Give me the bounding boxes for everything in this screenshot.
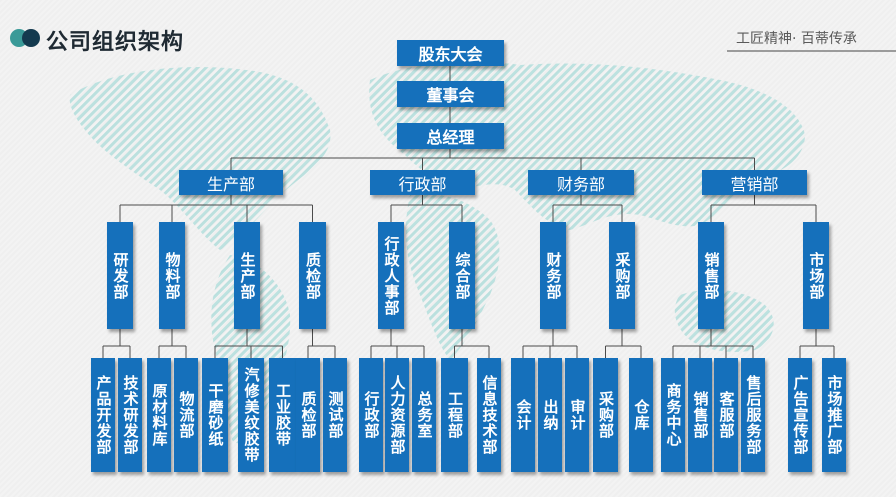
department-2-1: 采购部	[609, 222, 635, 329]
unit-3-1-1: 市场推广部	[822, 358, 846, 472]
unit-3-0-3-label: 售后服务部	[744, 375, 763, 455]
department-0-0: 研发部	[107, 222, 133, 329]
unit-0-3-1: 测试部	[323, 358, 347, 472]
department-3-1: 市场部	[803, 222, 829, 329]
unit-3-0-2: 客服部	[714, 358, 738, 472]
division-0: 生产部	[179, 170, 283, 195]
department-0-2: 生产部	[234, 222, 260, 329]
unit-1-0-0: 行政部	[359, 358, 383, 472]
unit-1-0-0-label: 行政部	[362, 391, 381, 439]
unit-0-0-1: 技术研发部	[118, 358, 142, 472]
unit-2-1-0: 采购部	[593, 358, 618, 472]
unit-0-0-0-label: 产品开发部	[94, 375, 113, 455]
slogan: 工匠精神· 百蒂传承	[736, 31, 857, 47]
unit-2-0-0: 会计	[511, 358, 535, 472]
department-3-0: 销售部	[698, 222, 724, 329]
unit-3-0-3: 售后服务部	[741, 358, 765, 472]
unit-0-3-0-label: 质检部	[299, 391, 318, 439]
department-3-0-label: 销售部	[702, 251, 721, 300]
department-1-0-label: 行政人事部	[382, 235, 401, 316]
unit-3-1-0: 广告宣传部	[788, 358, 812, 472]
division-3: 营销部	[702, 170, 807, 195]
unit-1-0-2: 总务室	[412, 358, 436, 472]
unit-0-2-0-label: 干磨砂纸	[206, 383, 225, 447]
department-2-1-label: 采购部	[613, 251, 632, 300]
department-3-1-label: 市场部	[807, 251, 826, 300]
unit-2-0-2-label: 审计	[568, 399, 587, 431]
unit-0-1-1: 物流部	[174, 358, 198, 472]
unit-2-1-1: 仓库	[629, 358, 653, 472]
page-title: 公司组织架构	[46, 30, 185, 55]
unit-0-1-0-label: 原材料库	[150, 383, 169, 447]
unit-3-1-0-label: 广告宣传部	[791, 375, 810, 455]
unit-2-0-2: 审计	[565, 358, 589, 472]
unit-1-1-0: 工程部	[441, 358, 468, 472]
unit-2-0-1-label: 出纳	[541, 399, 560, 431]
unit-1-0-2-label: 总务室	[415, 391, 434, 439]
unit-0-2-0: 干磨砂纸	[202, 358, 228, 472]
unit-2-1-0-label: 采购部	[597, 391, 615, 439]
unit-1-0-1-label: 人力资源部	[388, 375, 407, 455]
unit-3-0-0: 商务中心	[661, 358, 685, 472]
unit-0-1-1-label: 物流部	[177, 391, 196, 439]
unit-0-2-1-label: 汽修美纹胶带	[242, 367, 261, 463]
top-node-0: 股东大会	[397, 40, 504, 66]
department-0-3-label: 质检部	[304, 251, 322, 300]
unit-1-0-1: 人力资源部	[385, 358, 409, 472]
unit-1-1-1-label: 信息技术部	[480, 375, 499, 455]
slogan-underline	[727, 50, 896, 52]
unit-3-0-1-label: 销售部	[691, 391, 710, 439]
department-0-0-label: 研发部	[111, 251, 130, 300]
division-2: 财务部	[528, 170, 634, 195]
department-0-1-label: 物料部	[163, 251, 182, 300]
unit-0-3-1-label: 测试部	[326, 391, 345, 439]
unit-3-0-1: 销售部	[688, 358, 712, 472]
department-1-0: 行政人事部	[378, 222, 404, 329]
division-1: 行政部	[370, 170, 475, 195]
unit-2-0-1: 出纳	[538, 358, 562, 472]
department-0-2-label: 生产部	[238, 251, 257, 300]
department-2-0: 财务部	[540, 222, 566, 329]
unit-1-1-1: 信息技术部	[477, 358, 501, 472]
department-0-3: 质检部	[299, 222, 326, 329]
unit-2-1-1-label: 仓库	[632, 399, 651, 431]
unit-0-2-2: 工业胶带	[269, 358, 296, 472]
unit-3-0-2-label: 客服部	[717, 391, 736, 439]
unit-0-0-1-label: 技术研发部	[121, 375, 140, 455]
unit-1-1-0-label: 工程部	[446, 391, 464, 439]
unit-0-1-0: 原材料库	[147, 358, 171, 472]
unit-3-1-1-label: 市场推广部	[825, 375, 844, 455]
header-dot-dark	[22, 29, 40, 47]
department-0-1: 物料部	[159, 222, 185, 329]
unit-2-0-0-label: 会计	[514, 399, 533, 431]
unit-0-0-0: 产品开发部	[91, 358, 115, 472]
unit-0-2-1: 汽修美纹胶带	[238, 358, 264, 472]
unit-3-0-0-label: 商务中心	[664, 383, 683, 447]
department-1-1: 综合部	[449, 222, 475, 329]
unit-0-2-2-label: 工业胶带	[274, 383, 292, 447]
department-1-1-label: 综合部	[453, 251, 472, 300]
top-node-2: 总经理	[397, 123, 504, 149]
department-2-0-label: 财务部	[544, 251, 563, 300]
top-node-1: 董事会	[397, 81, 504, 107]
unit-0-3-0: 质检部	[296, 358, 320, 472]
